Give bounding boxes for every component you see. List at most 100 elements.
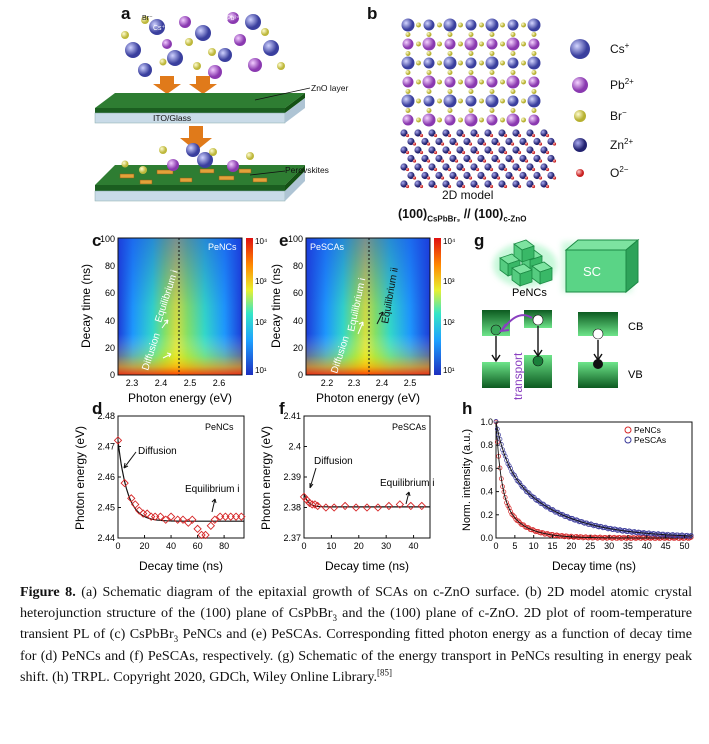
data-point	[351, 503, 361, 512]
y-tick-label: 2.38	[283, 503, 301, 513]
lattice-atom	[526, 180, 534, 188]
lattice-atom	[414, 180, 422, 188]
y-tick-label: 2.39	[283, 472, 301, 482]
y-tick-label: 2.41	[283, 411, 301, 421]
svg-text:60: 60	[105, 288, 115, 298]
cb-label: CB	[628, 321, 643, 333]
lattice-atom	[531, 51, 537, 56]
lattice-atom	[421, 171, 429, 180]
lattice-atom	[461, 167, 466, 172]
panel-b-crystal-model	[400, 18, 557, 189]
lattice-atom	[449, 137, 457, 146]
lattice-atom	[401, 18, 415, 32]
data-point	[178, 515, 188, 524]
lattice-atom	[540, 146, 548, 154]
lattice-atom	[479, 41, 484, 47]
svg-text:2.4: 2.4	[376, 378, 389, 388]
lattice-atom	[443, 94, 457, 108]
decay-point	[522, 486, 528, 492]
panel-e-ylabel: Decay time (ns)	[269, 264, 283, 348]
lattice-atom	[521, 22, 526, 28]
figure-caption: Figure 8. (a) Schematic diagram of the e…	[20, 584, 693, 685]
lattice-atom	[547, 137, 555, 146]
lattice-atom	[489, 108, 495, 113]
panel-c-ylabel: Decay time (ns)	[79, 264, 93, 348]
lattice-atom	[489, 51, 495, 56]
x-tick-label: 35	[623, 541, 633, 551]
lattice-atom	[528, 114, 540, 126]
legend-cs: Cs+	[610, 41, 630, 56]
pencs-label: PeNCs	[512, 287, 547, 299]
lattice-atom	[475, 150, 480, 155]
svg-text:2.5: 2.5	[404, 378, 417, 388]
lattice-atom	[470, 146, 478, 154]
svg-text:10⁴: 10⁴	[255, 237, 268, 246]
data-point	[329, 503, 339, 512]
lattice-atom	[426, 142, 431, 146]
lattice-atom	[401, 94, 415, 108]
svg-text:40: 40	[105, 316, 115, 326]
lattice-atom	[510, 89, 516, 94]
lattice-atom	[496, 159, 501, 163]
data-point	[166, 512, 176, 521]
data-point	[302, 495, 311, 505]
lattice-atom	[505, 171, 513, 180]
lattice-atom	[458, 60, 463, 66]
lattice-atom	[500, 79, 505, 85]
lattice-atom	[405, 70, 411, 75]
lattice-atom	[435, 171, 443, 180]
lattice-atom	[486, 38, 498, 50]
decay-fit	[495, 421, 692, 539]
lattice-atom	[426, 51, 432, 56]
pencs-band-diagram	[482, 310, 552, 388]
lattice-atom	[531, 167, 536, 172]
lattice-atom	[470, 180, 478, 188]
svg-text:2.3: 2.3	[126, 378, 139, 388]
lattice-atom	[510, 70, 516, 75]
lattice-atom	[506, 75, 520, 89]
lattice-atom	[447, 51, 453, 56]
lattice-atom	[443, 56, 457, 70]
sc-label: SC	[583, 264, 601, 279]
lattice-atom	[405, 108, 411, 113]
lattice-atom	[401, 56, 415, 70]
lattice-atom	[461, 133, 466, 138]
lattice-atom	[435, 137, 443, 146]
lattice-atom	[405, 167, 410, 172]
x-tick-label: 0	[493, 541, 498, 551]
lattice-atom	[484, 146, 492, 154]
data-point	[210, 515, 219, 524]
decay-point	[498, 442, 504, 447]
panel-c-xlabel: Photon energy (eV)	[128, 391, 232, 405]
data-point	[310, 500, 320, 509]
lattice-atom	[531, 184, 536, 189]
lattice-atom	[405, 32, 411, 37]
panel-d-xlabel: Decay time (ns)	[139, 559, 223, 573]
lattice-atom	[547, 154, 555, 163]
zno-layer-label: ZnO layer	[311, 83, 348, 93]
lattice-atom	[421, 154, 429, 163]
y-tick-label: 2.45	[97, 503, 115, 513]
data-point	[201, 530, 210, 540]
data-point	[221, 512, 230, 521]
data-point	[156, 512, 165, 521]
lattice-atom	[521, 41, 526, 47]
lattice-atom	[437, 79, 442, 85]
lattice-atom	[510, 32, 516, 37]
lattice-atom	[482, 159, 487, 163]
lattice-atom	[419, 133, 424, 138]
lattice-atom	[521, 79, 526, 85]
y-tick-label: 2.46	[97, 472, 115, 482]
lattice-atom	[423, 19, 435, 31]
data-point	[226, 512, 235, 521]
svg-text:80: 80	[105, 261, 115, 271]
lattice-atom	[456, 163, 464, 171]
lattice-atom	[491, 154, 499, 163]
decay-point	[551, 508, 557, 514]
lattice-atom	[519, 171, 527, 180]
lattice-atom	[442, 146, 450, 154]
lattice-atom	[512, 180, 520, 188]
lattice-atom	[458, 41, 463, 47]
x-tick-label: 50	[679, 541, 689, 551]
panel-g-label: g	[474, 231, 485, 250]
